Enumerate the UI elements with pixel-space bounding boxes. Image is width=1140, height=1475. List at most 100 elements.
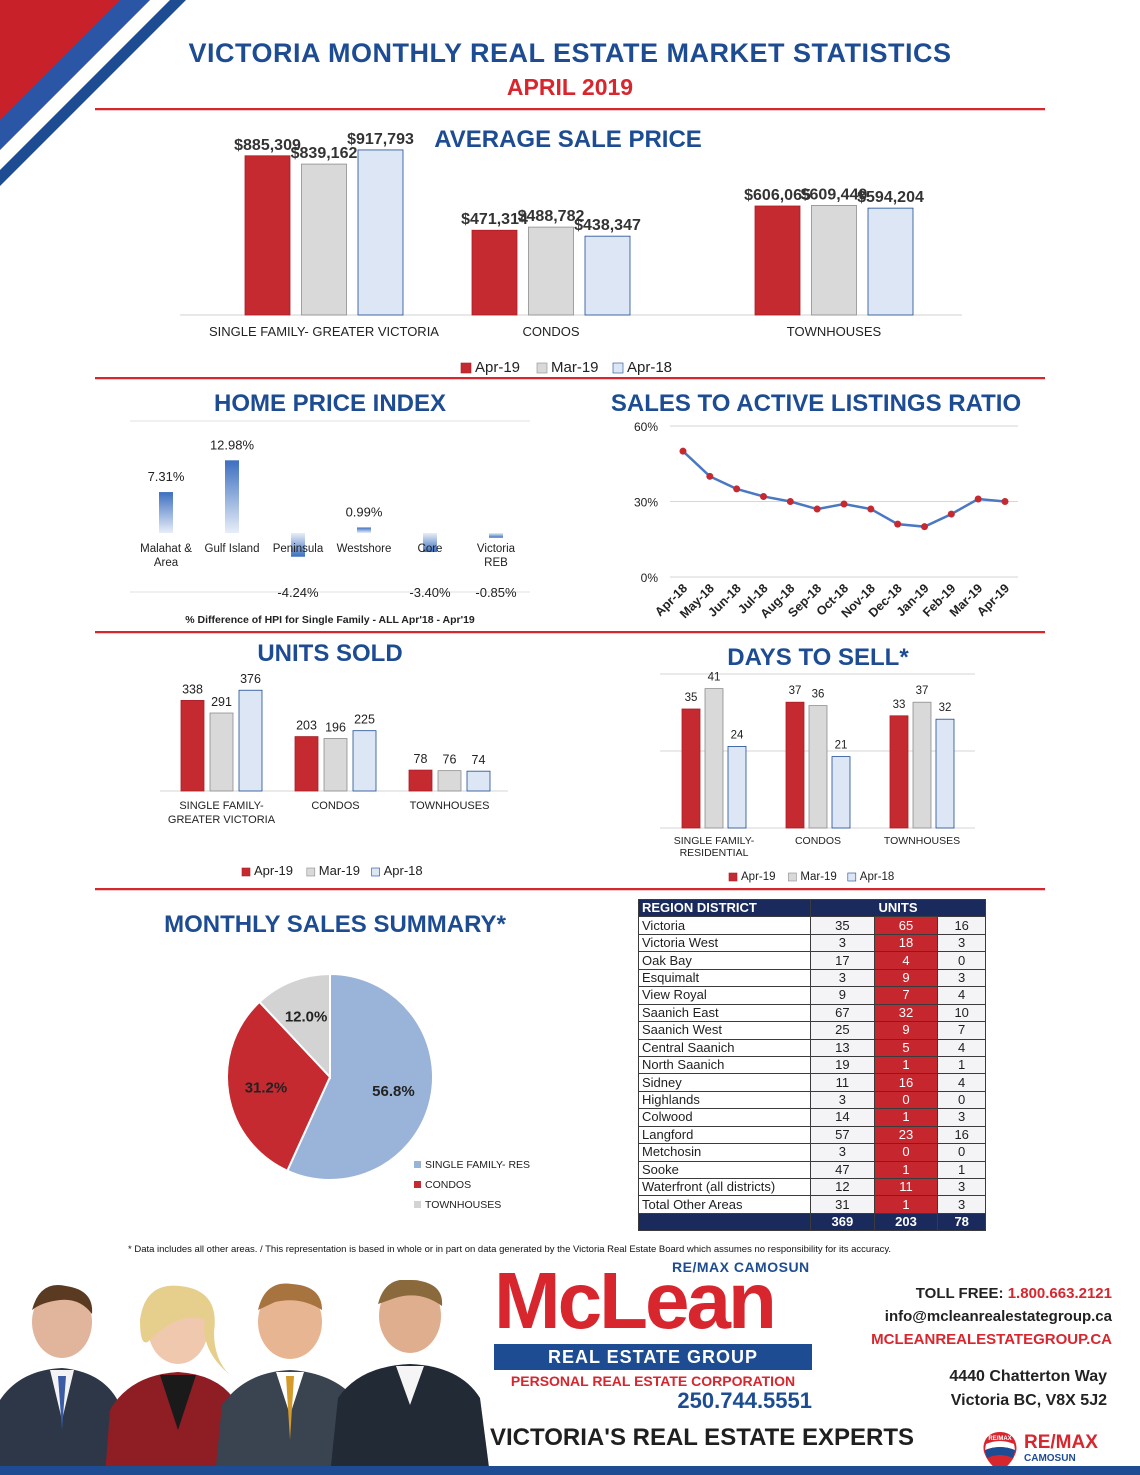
address-line-1: 4440 Chatterton Way [949,1368,1107,1385]
category-label: SINGLE FAMILY- [674,835,755,847]
data-label: $885,309 [234,137,301,154]
data-label: 7.31% [148,469,185,484]
units-cell: 1 [873,1108,939,1127]
category-label: Core [418,543,443,555]
units-cell: 9 [873,1021,939,1040]
category-label: CONDOS [522,324,579,339]
data-label: -3.40% [409,585,451,600]
corner-stripes [0,0,186,186]
bar [912,701,932,829]
units-cell: 0 [873,1090,939,1110]
legend-label: Mar-19 [551,359,599,376]
y-tick-label: 60% [634,420,658,434]
data-label: $471,314 [461,211,528,228]
address-line-2: Victoria BC, V8X 5J2 [950,1392,1107,1409]
ratio-title: SALES TO ACTIVE LISTINGS RATIO [610,390,1022,417]
category-label: SINGLE FAMILY- GREATER VICTORIA [209,324,439,339]
units-cell: 25 [810,1021,875,1040]
legend-label: Apr-18 [860,871,895,883]
units-cell: 12 [810,1177,875,1197]
legend-swatch [414,1201,421,1208]
units-cell: 7 [873,986,939,1005]
category-label: TOWNHOUSES [410,800,490,812]
mclean-logo: McLean [494,1256,777,1345]
remax-balloon-icon: RE/MAX [983,1432,1017,1474]
data-label: 291 [211,695,232,709]
slice-label: 31.2% [245,1080,288,1097]
units-cell: 18 [873,933,939,953]
bar [471,229,518,316]
units-cell: 23 [873,1125,939,1145]
bar [159,492,173,533]
data-label: 203 [296,719,317,733]
legend-swatch [460,362,472,374]
units-cell: 3 [937,1177,986,1197]
units-cell: 1 [873,1055,939,1075]
total-cell: 203 [873,1212,939,1232]
bar [323,738,348,792]
bar [423,533,437,553]
units-cell: 0 [937,951,986,970]
units-cell: 65 [873,916,939,935]
bottom-bar [0,1466,1140,1475]
data-point [894,520,902,528]
units-cell: 10 [937,1003,986,1023]
units-cell: 4 [937,1038,986,1057]
units-cell: 3 [810,968,875,988]
table-row: Waterfront (all districts) 12 11 3 [638,1177,986,1197]
bar [294,736,319,792]
data-label: 78 [414,752,428,766]
category-label: REB [484,557,508,569]
toll-free-label: TOLL FREE: [915,1285,1004,1302]
bar [357,527,371,533]
slice-label: 12.0% [285,1009,328,1026]
region-name-cell: Highlands [638,1090,811,1110]
region-name-cell: Central Saanich [638,1038,811,1057]
legend-swatch [847,872,857,882]
units-cell: 31 [810,1195,875,1214]
region-district-table: REGION DISTRICT UNITS Victoria 35 65 16 Vict… [638,898,986,1232]
email-link[interactable]: info@mcleanrealestategroup.ca [884,1308,1112,1325]
legend-swatch [241,867,251,877]
data-label: $438,347 [574,217,641,234]
legend-label: Apr-18 [384,863,423,878]
units-cell: 0 [873,1143,939,1162]
data-label: 12.98% [210,437,255,452]
divider [95,631,1045,633]
units-cell: 5 [873,1038,939,1057]
table-row: Colwood 14 1 3 [638,1108,986,1127]
category-label: Gulf Island [205,543,260,555]
website-link[interactable]: MCLEANREALESTATEGROUP.CA [871,1331,1112,1348]
data-label: 376 [240,672,261,686]
avg-price-chart: $885,309 $471,314 $606,065 $839,162 $488,782… [180,131,962,376]
units-cell: 19 [810,1055,875,1075]
bar [301,163,347,316]
toll-free-number[interactable]: 1.800.663.2121 [1007,1285,1112,1302]
pie-slice [258,972,331,1080]
legend-label: CONDOS [425,1179,471,1191]
phone-number: 250.744.5551 [677,1388,812,1413]
units-cell: 9 [810,986,875,1005]
table-row: Victoria West 3 18 3 [638,933,986,953]
legend-swatch [788,872,797,882]
region-name-cell: Victoria West [638,933,811,953]
bar [889,715,909,829]
total-cell: 78 [937,1212,986,1232]
divider [95,108,1045,110]
legend-swatch [414,1161,421,1168]
category-label: TOWNHOUSES [884,835,960,847]
bar [754,205,801,316]
axis-title: % Difference of HPI for Single Family - … [185,614,475,626]
bar [437,770,462,792]
data-label: $917,793 [347,131,414,148]
bar [727,746,747,829]
region-name-cell: Sidney [638,1073,811,1092]
bar [357,149,404,316]
legend-label: Apr-19 [475,359,520,376]
units-cell: 1 [937,1055,986,1075]
bar [808,705,828,829]
data-point [706,472,714,480]
units-cell: 3 [937,1195,986,1214]
data-point [733,485,741,493]
y-tick-label: 30% [634,496,658,510]
